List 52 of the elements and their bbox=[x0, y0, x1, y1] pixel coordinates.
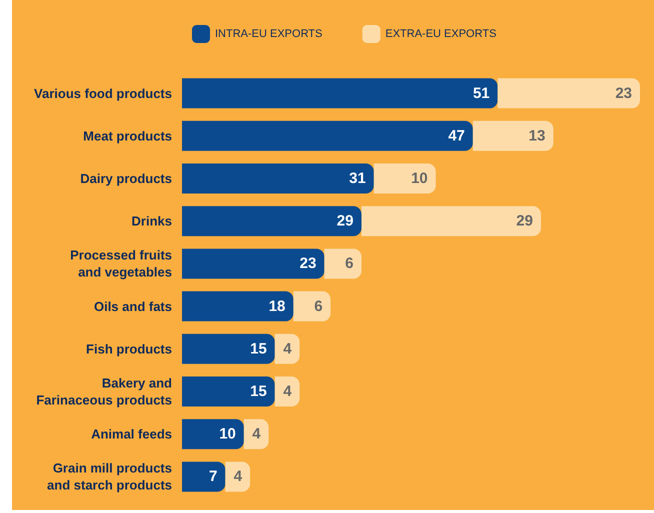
bar bbox=[182, 120, 473, 151]
data-label: 51 bbox=[472, 84, 490, 102]
data-label: 18 bbox=[268, 298, 286, 315]
data-label: 29 bbox=[516, 212, 533, 230]
bar bbox=[182, 78, 498, 108]
data-label: 6 bbox=[345, 255, 354, 272]
data-label: 10 bbox=[219, 426, 236, 443]
bar bbox=[182, 248, 324, 279]
legend-label: EXTRA-EU EXPORTS bbox=[385, 28, 496, 40]
y-tick-label: Various food products bbox=[34, 86, 172, 101]
data-label: 4 bbox=[234, 468, 243, 486]
bar bbox=[374, 164, 436, 194]
bar bbox=[182, 419, 244, 450]
bar bbox=[293, 291, 331, 322]
bar bbox=[274, 334, 300, 364]
data-label: 10 bbox=[411, 170, 428, 187]
data-label: 4 bbox=[252, 426, 262, 443]
y-tick-label: Grain mill products and starch products bbox=[47, 460, 172, 493]
bar bbox=[182, 164, 374, 194]
y-tick-label: Animal feeds bbox=[91, 426, 172, 442]
bar bbox=[498, 78, 640, 108]
data-label: 23 bbox=[300, 255, 316, 272]
y-tick-label: Drinks bbox=[132, 214, 172, 229]
data-label: 4 bbox=[283, 383, 292, 400]
bar bbox=[225, 462, 250, 492]
data-label: 15 bbox=[250, 340, 267, 358]
y-tick-label: Fish products bbox=[86, 341, 172, 356]
data-label: 29 bbox=[336, 212, 354, 230]
legend-label: INTRA-EU EXPORTS bbox=[215, 28, 322, 40]
data-label: 7 bbox=[208, 468, 218, 486]
y-tick-label: Meat products bbox=[83, 128, 172, 144]
bar bbox=[324, 248, 362, 279]
data-label: 15 bbox=[250, 383, 267, 400]
data-label: 4 bbox=[283, 340, 292, 358]
data-label: 13 bbox=[528, 127, 546, 144]
bar bbox=[182, 334, 275, 364]
bar bbox=[182, 206, 362, 236]
bar bbox=[182, 462, 226, 492]
bar bbox=[472, 120, 554, 151]
y-tick-label: Dairy products bbox=[80, 171, 172, 186]
y-tick-label: Bakery and Farinaceous products bbox=[36, 376, 172, 408]
data-label: 47 bbox=[448, 127, 465, 144]
bar bbox=[274, 376, 300, 406]
y-tick-label: Processed fruits and vegetables bbox=[70, 248, 172, 280]
bar bbox=[182, 291, 294, 322]
data-label: 6 bbox=[314, 298, 323, 315]
data-label: 23 bbox=[615, 84, 632, 102]
bar bbox=[244, 419, 269, 450]
y-tick-label: Oils and fats bbox=[94, 298, 172, 314]
bar bbox=[361, 206, 541, 236]
data-label: 31 bbox=[349, 170, 366, 187]
bar bbox=[182, 376, 275, 406]
